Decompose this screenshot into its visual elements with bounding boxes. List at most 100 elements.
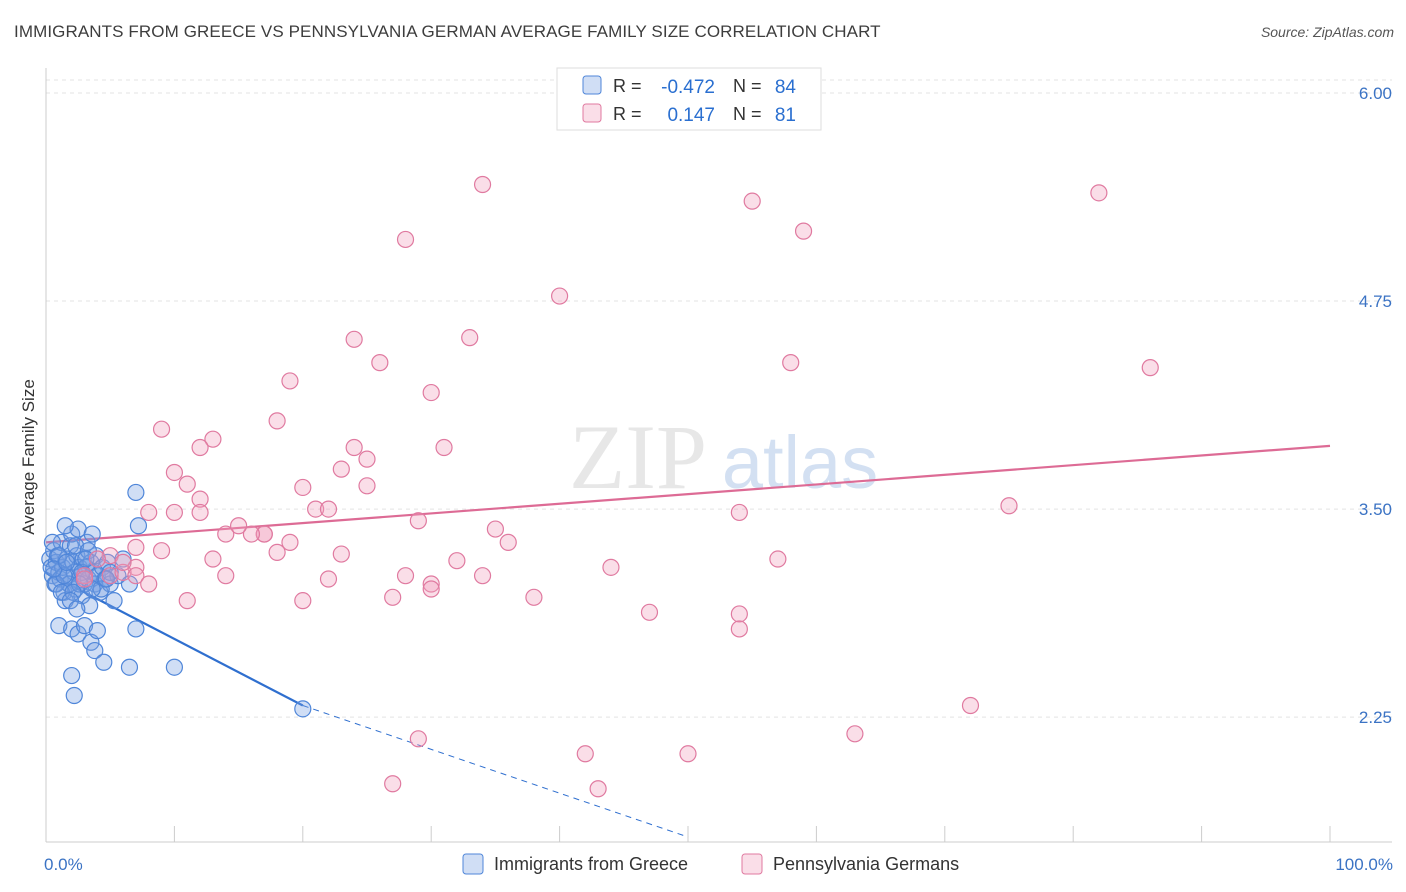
point-blue-33 (83, 525, 101, 543)
point-blue-59 (65, 686, 83, 705)
point-pink-59 (178, 592, 196, 610)
trend-lines (45, 444, 1331, 838)
point-pink-22 (165, 463, 183, 482)
point-blue-50 (50, 617, 68, 635)
watermark-atlas: atlas (722, 421, 878, 504)
axes (45, 68, 1392, 843)
point-blue-31 (81, 597, 99, 615)
point-blue-72 (92, 580, 110, 598)
watermark-zip: ZIP (569, 406, 707, 508)
point-pink-5 (396, 230, 415, 249)
point-pink-78 (396, 567, 415, 585)
point-pink-20 (358, 450, 376, 468)
point-pink-75 (152, 542, 171, 560)
point-pink-7 (345, 330, 363, 348)
point-blue-62 (294, 700, 312, 718)
point-blue-64 (66, 537, 85, 555)
bottom-legend-swatch-blue (462, 853, 484, 875)
point-pink-50 (127, 567, 145, 585)
point-blue-43 (105, 592, 123, 610)
data-points (41, 109, 1159, 798)
point-pink-49 (114, 563, 132, 581)
point-pink-24 (358, 477, 376, 495)
series-legend: Immigrants from Greece Pennsylvania Germ… (462, 853, 959, 875)
point-pink-80 (602, 558, 620, 576)
point-blue-47 (127, 620, 145, 638)
point-pink-64 (730, 620, 748, 638)
legend-r-value-2: 0.147 (667, 105, 715, 126)
point-pink-54 (319, 570, 338, 588)
point-pink-14 (268, 412, 286, 430)
legend-r-value-1: -0.472 (661, 77, 715, 98)
point-pink-51 (75, 570, 94, 588)
point-blue-83 (57, 553, 76, 571)
point-blue-49 (127, 483, 145, 502)
point-pink-52 (140, 575, 158, 593)
point-blue-53 (75, 617, 94, 635)
legend-n-value-1: 84 (775, 77, 797, 98)
point-pink-72 (730, 503, 748, 522)
point-pink-30 (307, 500, 325, 518)
point-pink-12 (281, 372, 299, 390)
point-pink-60 (384, 588, 402, 606)
legend-n-label-1: N = (733, 76, 762, 96)
point-pink-11 (1141, 359, 1159, 377)
point-pink-79 (499, 533, 517, 551)
point-pink-13 (422, 383, 440, 402)
point-pink-56 (422, 575, 440, 593)
watermark: ZIP atlas (569, 406, 878, 508)
point-pink-63 (730, 605, 748, 623)
y-tick-label-0: 2.25 (1359, 708, 1392, 727)
point-pink-37 (255, 525, 273, 543)
point-blue-63 (56, 517, 74, 535)
point-pink-32 (1000, 497, 1018, 515)
point-pink-9 (371, 354, 389, 372)
point-pink-74 (114, 553, 132, 571)
point-pink-61 (525, 588, 543, 606)
point-pink-71 (589, 780, 607, 798)
legend-swatch-blue (582, 75, 602, 95)
point-pink-44 (448, 552, 466, 570)
point-pink-65 (961, 696, 980, 715)
source-credit: Source: ZipAtlas.com (1260, 24, 1394, 40)
point-pink-62 (640, 603, 659, 621)
point-pink-70 (384, 775, 402, 793)
point-pink-21 (332, 460, 350, 478)
point-pink-66 (846, 725, 864, 743)
bottom-legend-swatch-pink (741, 853, 763, 875)
point-pink-43 (204, 550, 222, 568)
point-pink-31 (319, 500, 338, 518)
legend-swatch-pink (582, 103, 602, 123)
point-pink-26 (191, 490, 209, 508)
point-blue-82 (68, 600, 86, 618)
point-pink-10 (782, 354, 800, 372)
point-pink-19 (435, 438, 453, 457)
point-pink-58 (294, 592, 312, 610)
point-pink-4 (794, 222, 813, 240)
point-pink-28 (165, 503, 183, 522)
point-pink-18 (345, 438, 363, 457)
point-pink-3 (1090, 184, 1108, 202)
point-blue-60 (120, 658, 139, 676)
point-pink-57 (422, 580, 440, 598)
point-pink-41 (332, 545, 350, 563)
grid-lines (46, 79, 1392, 718)
x-tick-label-0: 0.0% (44, 855, 83, 874)
point-pink-8 (461, 329, 479, 347)
y-tick-labels: 2.25 3.50 4.75 6.00 (1359, 84, 1392, 727)
y-tick-label-3: 6.00 (1359, 84, 1392, 103)
y-tick-label-2: 4.75 (1359, 292, 1392, 311)
correlation-legend: R = -0.472 N = 84 R = 0.147 N = 81 (556, 67, 822, 131)
y-axis-label: Average Family Size (19, 379, 38, 535)
bottom-legend-label-pink: Pennsylvania Germans (773, 854, 959, 874)
point-pink-23 (178, 475, 196, 493)
legend-r-label-1: R = (613, 76, 642, 96)
point-pink-76 (230, 517, 248, 535)
y-tick-label-1: 3.50 (1359, 500, 1392, 519)
point-pink-16 (204, 430, 222, 448)
legend-n-label-2: N = (733, 104, 762, 124)
point-blue-58 (63, 666, 81, 685)
point-pink-2 (743, 192, 761, 210)
trend-line-pink (45, 444, 1331, 544)
